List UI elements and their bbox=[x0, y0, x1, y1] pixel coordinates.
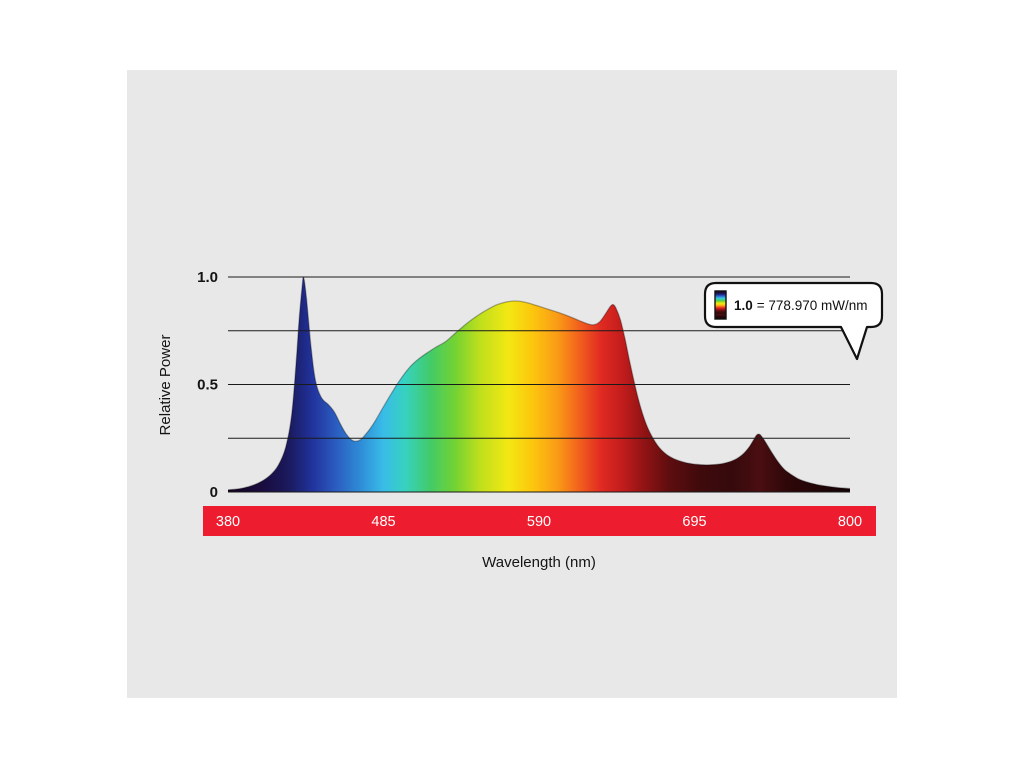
y-tick-labels: 1.0 0.5 0 bbox=[197, 269, 218, 501]
y-axis-title: Relative Power bbox=[157, 335, 174, 436]
gridlines bbox=[228, 276, 850, 493]
spectrum-strip-icon bbox=[714, 290, 727, 320]
x-tick-label: 800 bbox=[838, 514, 862, 530]
callout-label: 1.0 = 778.970 mW/nm bbox=[734, 298, 867, 313]
y-tick-label: 1.0 bbox=[197, 269, 218, 286]
x-tick-labels: 380 485 590 695 800 bbox=[216, 514, 862, 530]
spectrum-curve-edge bbox=[227, 276, 851, 491]
x-tick-label: 695 bbox=[682, 514, 706, 530]
callout-shape bbox=[703, 281, 884, 361]
x-axis-title: Wavelength (nm) bbox=[482, 554, 596, 571]
y-tick-label: 0.5 bbox=[197, 377, 218, 394]
spectrum-chart: 1.0 0.5 0 Relative Power 380 485 590 695 800 W… bbox=[157, 269, 884, 571]
callout-bubble: 1.0 = 778.970 mW/nm bbox=[703, 281, 884, 361]
y-tick-label: 0 bbox=[210, 484, 218, 501]
x-tick-label: 590 bbox=[527, 514, 551, 530]
x-tick-label: 485 bbox=[371, 514, 395, 530]
x-axis-bar bbox=[203, 506, 876, 536]
x-tick-label: 380 bbox=[216, 514, 240, 530]
